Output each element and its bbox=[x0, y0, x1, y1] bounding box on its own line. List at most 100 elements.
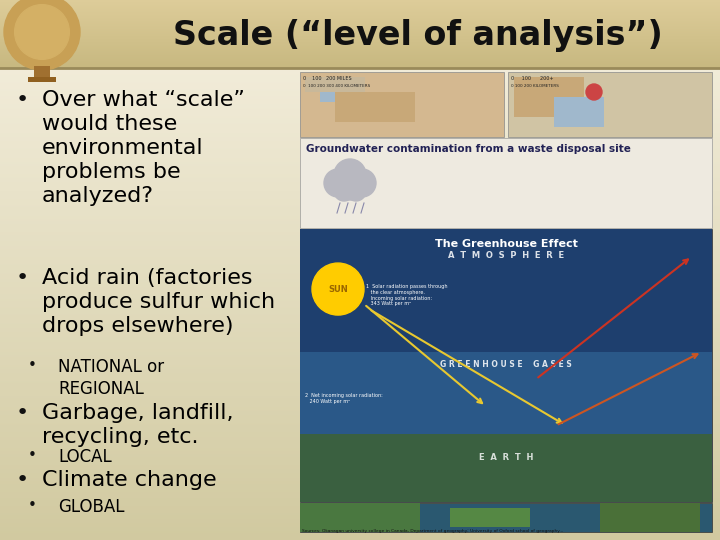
Text: G R E E N H O U S E    G A S E S: G R E E N H O U S E G A S E S bbox=[440, 360, 572, 369]
Bar bbox=[0, 50, 720, 51]
Bar bbox=[0, 2, 720, 3]
Text: 0  100 200 300 400 KILOMETERS: 0 100 200 300 400 KILOMETERS bbox=[303, 84, 370, 88]
Bar bbox=[0, 53, 720, 54]
Text: Acid rain (factories
produce sulfur which
drops elsewhere): Acid rain (factories produce sulfur whic… bbox=[42, 268, 275, 336]
Bar bbox=[0, 35, 720, 36]
Bar bbox=[514, 77, 584, 117]
Bar bbox=[0, 42, 720, 43]
Bar bbox=[0, 0, 720, 1]
Bar bbox=[0, 29, 720, 30]
Bar bbox=[0, 58, 720, 59]
Bar bbox=[0, 60, 720, 61]
Bar bbox=[0, 22, 720, 23]
Bar bbox=[0, 13, 720, 14]
Bar bbox=[34, 66, 50, 78]
Circle shape bbox=[346, 181, 366, 201]
Bar bbox=[0, 4, 720, 5]
Text: GLOBAL: GLOBAL bbox=[58, 498, 125, 516]
Bar bbox=[0, 67, 720, 68]
Circle shape bbox=[586, 84, 602, 100]
Text: Scale (“level of analysis”): Scale (“level of analysis”) bbox=[173, 19, 662, 52]
Bar bbox=[0, 10, 720, 11]
Bar bbox=[0, 19, 720, 20]
Bar bbox=[0, 51, 720, 52]
Bar bbox=[0, 6, 720, 7]
Bar bbox=[0, 18, 720, 19]
Text: Garbage, landfill,
recycling, etc.: Garbage, landfill, recycling, etc. bbox=[42, 403, 233, 447]
Circle shape bbox=[334, 159, 366, 191]
Circle shape bbox=[312, 263, 364, 315]
Bar bbox=[335, 92, 415, 122]
Bar bbox=[0, 30, 720, 31]
Text: Over what “scale”
would these
environmental
problems be
analyzed?: Over what “scale” would these environmen… bbox=[42, 90, 245, 206]
Bar bbox=[0, 46, 720, 47]
Bar bbox=[320, 82, 360, 102]
Bar bbox=[0, 64, 720, 65]
Text: •: • bbox=[27, 448, 37, 463]
Bar bbox=[554, 97, 604, 127]
Bar bbox=[0, 11, 720, 12]
Bar bbox=[300, 138, 712, 228]
Bar bbox=[0, 26, 720, 27]
Bar bbox=[600, 503, 700, 532]
Bar bbox=[0, 56, 720, 57]
Bar bbox=[0, 9, 720, 10]
Circle shape bbox=[324, 169, 352, 197]
Text: A  T  M  O  S  P  H  E  R  E: A T M O S P H E R E bbox=[448, 251, 564, 260]
Bar bbox=[0, 5, 720, 6]
Text: E  A  R  T  H: E A R T H bbox=[479, 453, 534, 462]
Bar bbox=[0, 23, 720, 24]
Bar bbox=[0, 63, 720, 64]
Circle shape bbox=[14, 5, 69, 59]
Text: •: • bbox=[15, 403, 29, 423]
Text: 0 100 200 KILOMETERS: 0 100 200 KILOMETERS bbox=[511, 84, 559, 88]
Bar bbox=[0, 36, 720, 37]
Text: SUN: SUN bbox=[328, 285, 348, 294]
Bar bbox=[0, 48, 720, 49]
Bar bbox=[0, 65, 720, 66]
Bar bbox=[0, 15, 720, 16]
Bar bbox=[0, 28, 720, 29]
Text: 2  Net incoming solar radiation:
   240 Watt per m²: 2 Net incoming solar radiation: 240 Watt… bbox=[305, 393, 383, 403]
Text: Climate change: Climate change bbox=[42, 470, 217, 490]
Bar bbox=[300, 72, 504, 137]
Bar bbox=[0, 25, 720, 26]
Bar bbox=[0, 32, 720, 33]
Bar bbox=[300, 503, 712, 532]
Bar bbox=[0, 7, 720, 8]
Text: 1  Solar radiation passes through
   the clear atmosphere.
   Incoming solar rad: 1 Solar radiation passes through the cle… bbox=[366, 284, 448, 307]
Bar bbox=[0, 20, 720, 21]
Bar bbox=[300, 352, 712, 434]
Bar bbox=[0, 17, 720, 18]
Bar bbox=[305, 77, 365, 92]
Circle shape bbox=[338, 176, 362, 200]
Text: 0     100      200+: 0 100 200+ bbox=[511, 76, 554, 81]
Bar bbox=[28, 77, 56, 82]
Text: 0    100   200 MILES: 0 100 200 MILES bbox=[303, 76, 351, 81]
Bar bbox=[0, 3, 720, 4]
Bar bbox=[300, 434, 712, 502]
Text: •: • bbox=[27, 358, 37, 373]
Text: •: • bbox=[27, 498, 37, 513]
Bar bbox=[508, 72, 712, 137]
Bar bbox=[0, 49, 720, 50]
Bar bbox=[0, 44, 720, 45]
Bar bbox=[0, 24, 720, 25]
Circle shape bbox=[348, 169, 376, 197]
Bar bbox=[300, 503, 420, 532]
Bar bbox=[0, 21, 720, 22]
Circle shape bbox=[4, 0, 80, 70]
Bar bbox=[0, 38, 720, 39]
Bar bbox=[0, 39, 720, 40]
Bar bbox=[0, 14, 720, 15]
Bar bbox=[300, 229, 712, 352]
Text: Groundwater contamination from a waste disposal site: Groundwater contamination from a waste d… bbox=[306, 144, 631, 154]
Bar bbox=[0, 31, 720, 32]
Text: LOCAL: LOCAL bbox=[58, 448, 112, 466]
Bar bbox=[0, 66, 720, 67]
Bar bbox=[0, 54, 720, 55]
Circle shape bbox=[334, 181, 354, 201]
Bar bbox=[0, 16, 720, 17]
Bar bbox=[0, 62, 720, 63]
Bar bbox=[0, 33, 720, 34]
